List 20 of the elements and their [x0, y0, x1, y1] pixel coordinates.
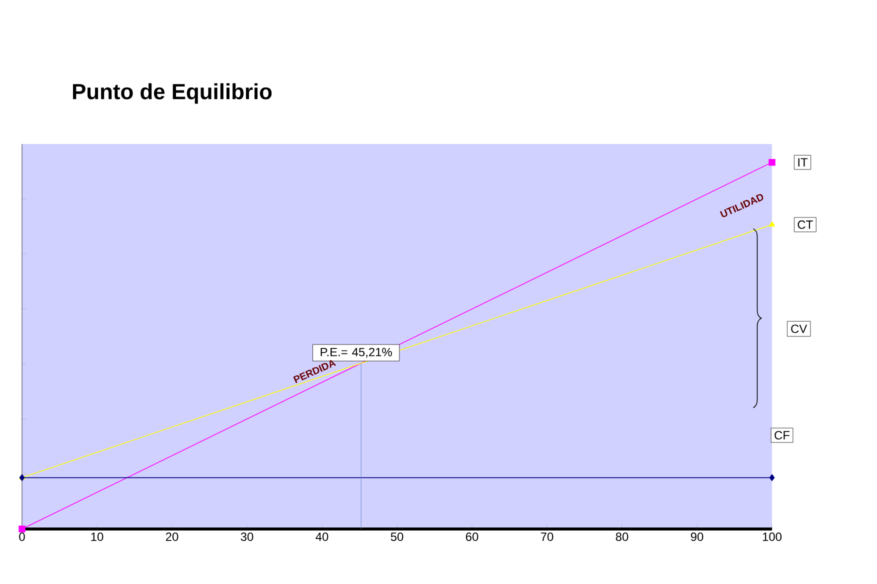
- text: CV: [791, 324, 808, 334]
- series-label: IT: [798, 158, 808, 166]
- x-tick-label: 30: [240, 532, 254, 541]
- x-tick-label: 0: [19, 532, 25, 541]
- x-tick-label: 20: [166, 532, 178, 541]
- x-tick-label: 60: [466, 532, 478, 541]
- x-tick-label: 40: [316, 532, 328, 541]
- text: CF: [774, 431, 790, 440]
- x-tick-label: 80: [616, 532, 628, 541]
- ref-line-label: P.E.= 45,21%: [320, 348, 392, 358]
- point: [769, 474, 775, 482]
- x-tick-label: 10: [91, 532, 104, 541]
- chart-title: Punto de Equilibrio: [73, 83, 272, 104]
- x-tick-label: 90: [690, 532, 704, 541]
- x-tick-label: 50: [390, 532, 404, 541]
- point: [768, 158, 776, 166]
- x-tick-label: 70: [540, 532, 554, 541]
- point: [18, 526, 26, 532]
- series-label: CT: [798, 220, 813, 229]
- x-tick-label: 100: [762, 532, 782, 541]
